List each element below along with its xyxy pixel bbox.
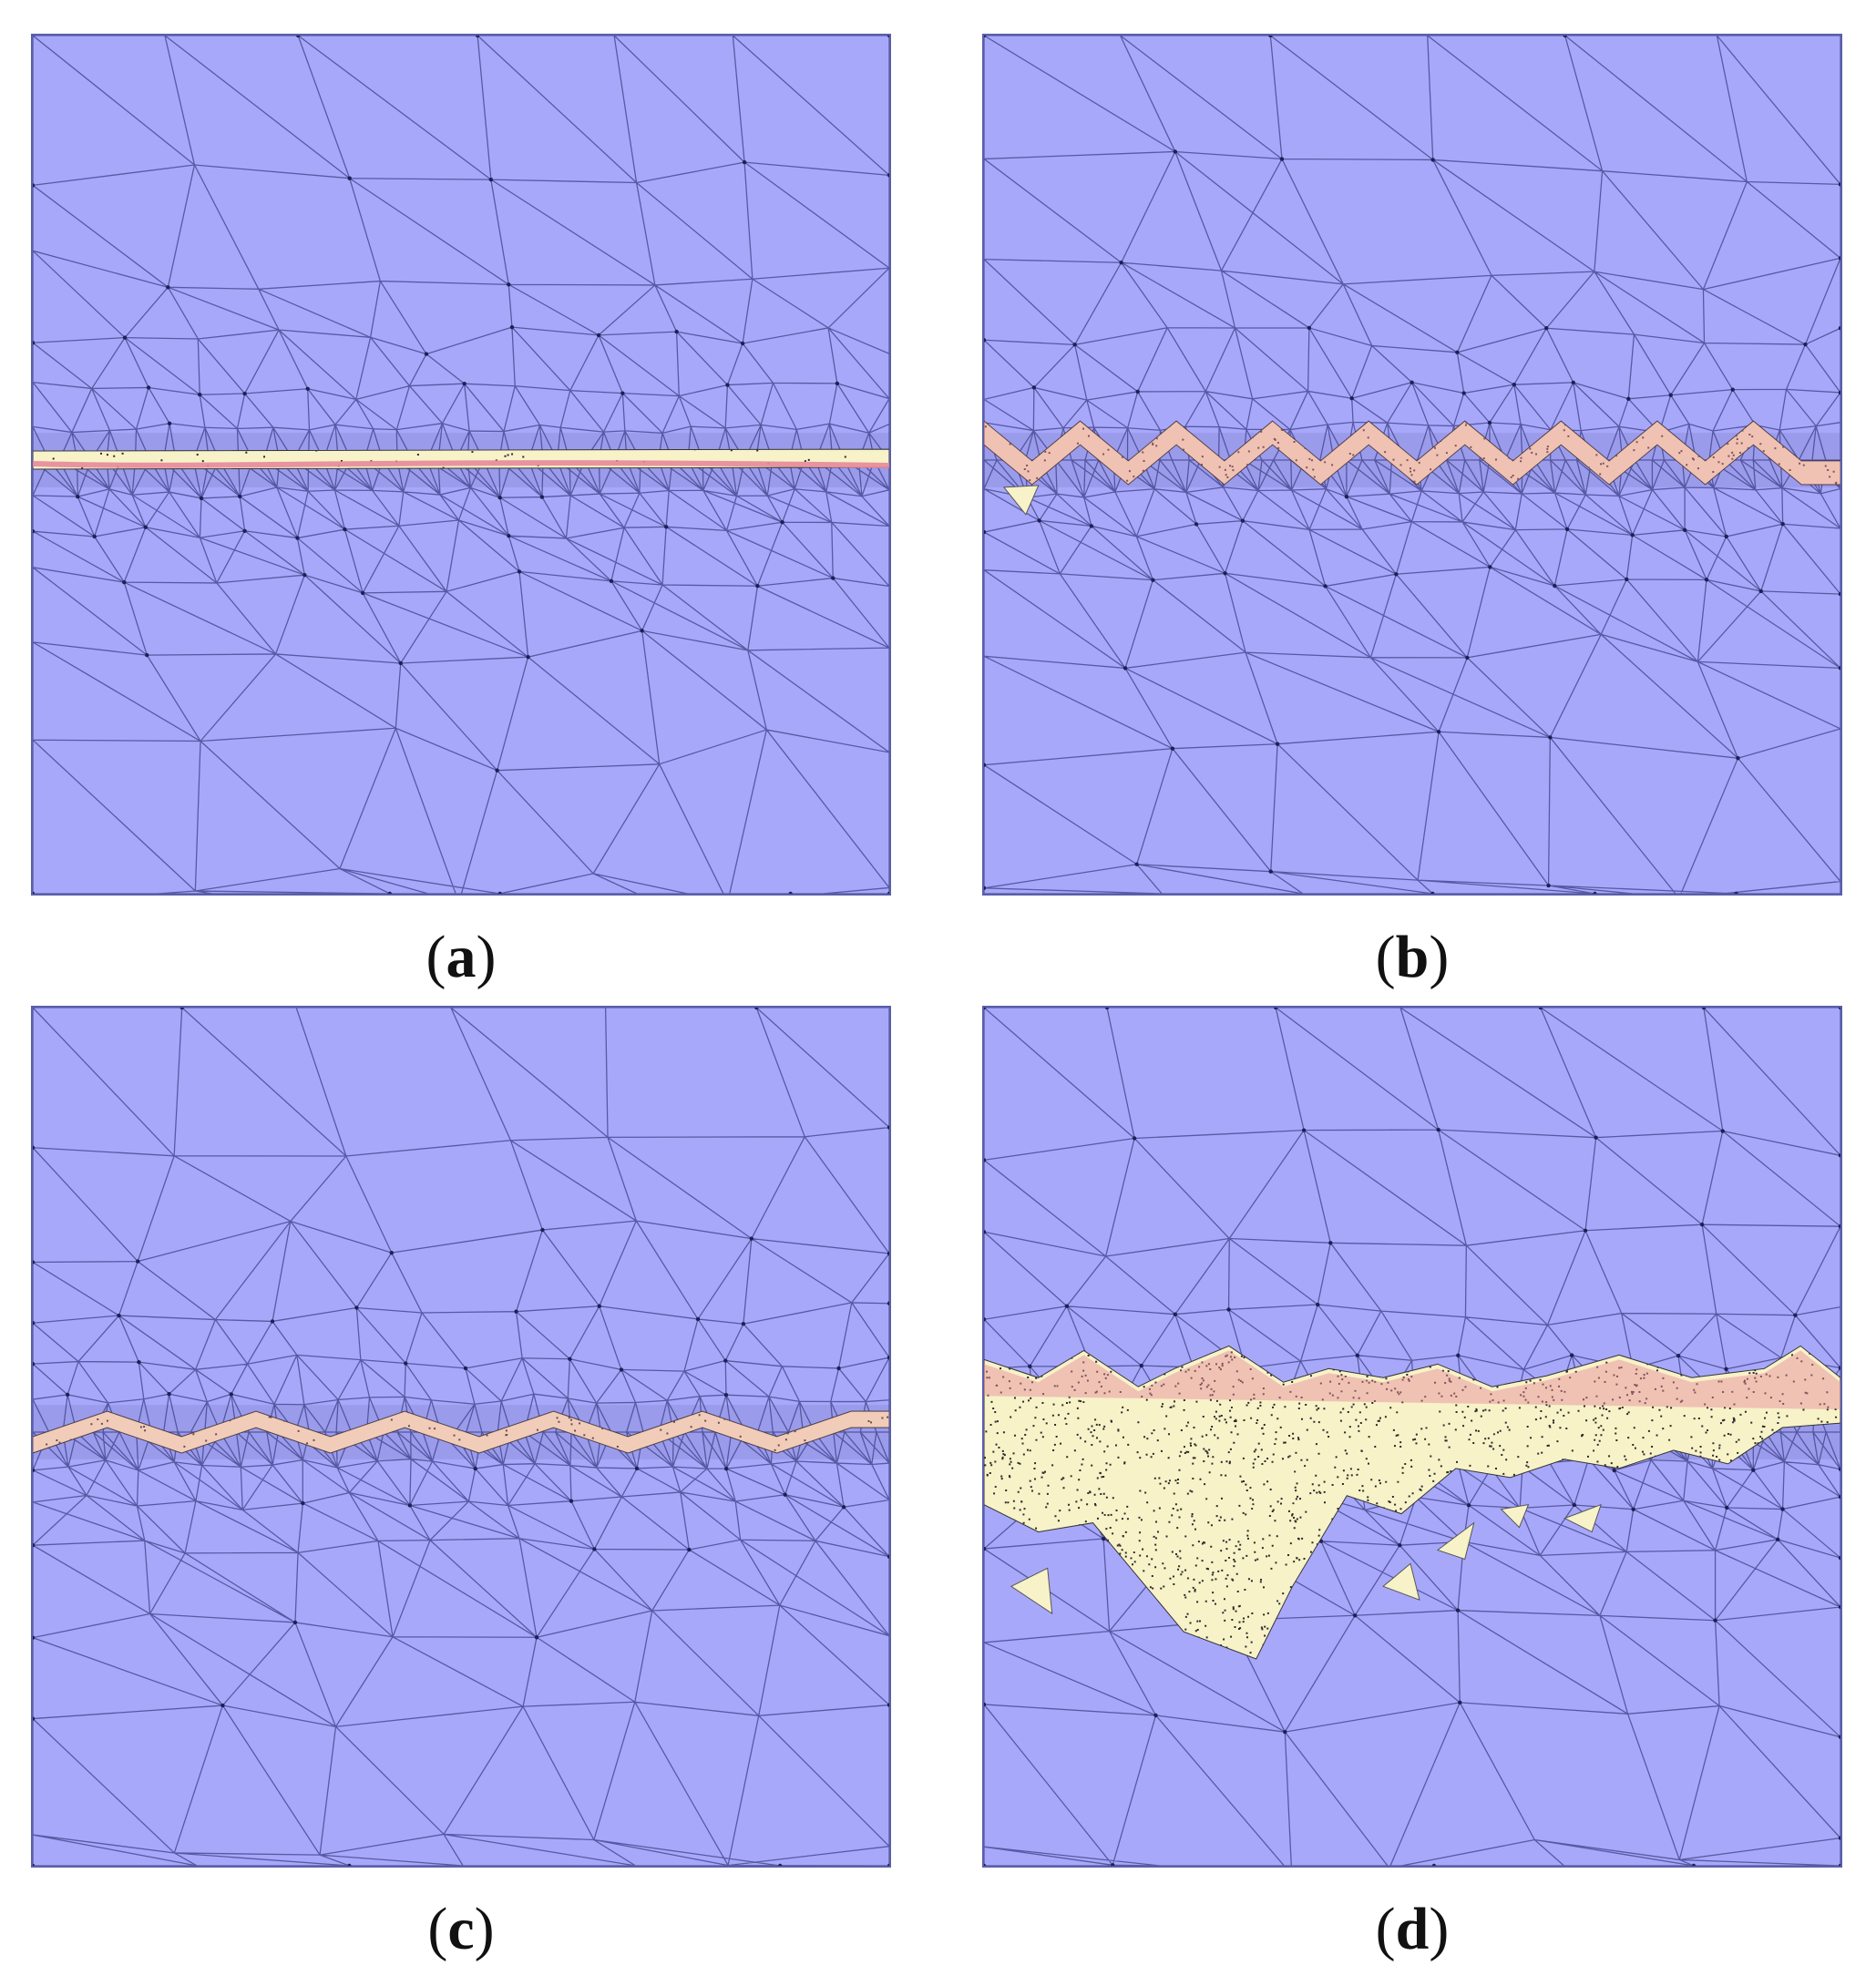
- caption-d: (d): [1375, 1896, 1450, 1962]
- caption-a: (a): [425, 924, 497, 990]
- mesh-svg-c: [33, 1008, 889, 1866]
- mesh-svg-a: [33, 36, 889, 894]
- mesh-panel-a: [31, 34, 891, 896]
- mesh-panel-c: [31, 1006, 891, 1868]
- mesh-svg-d: [984, 1008, 1840, 1866]
- caption-b: (b): [1375, 924, 1450, 990]
- mesh-panel-b: [982, 34, 1842, 896]
- caption-c: (c): [427, 1896, 495, 1962]
- mesh-panel-d: [982, 1006, 1842, 1868]
- mesh-svg-b: [984, 36, 1840, 894]
